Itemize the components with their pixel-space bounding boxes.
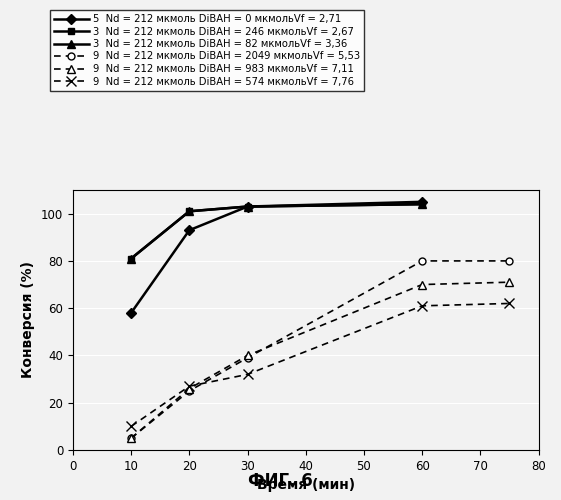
Line: 3  Nd = 212 мкмоль DiBAH = 82 мкмольVf = 3,36: 3 Nd = 212 мкмоль DiBAH = 82 мкмольVf = … xyxy=(127,200,426,262)
9  Nd = 212 мкмоль DiBAH = 574 мкмольVf = 7,76 xyxy=(128,424,135,430)
Line: 9  Nd = 212 мкмоль DiBAH = 574 мкмольVf = 7,76: 9 Nd = 212 мкмоль DiBAH = 574 мкмольVf =… xyxy=(126,298,514,431)
Y-axis label: Конверсия (%): Конверсия (%) xyxy=(21,262,35,378)
Text: ФИГ. 6: ФИГ. 6 xyxy=(248,472,313,490)
9  Nd = 212 мкмоль DiBAH = 2049 мкмольVf = 5,53 xyxy=(186,388,193,394)
9  Nd = 212 мкмоль DiBAH = 574 мкмольVf = 7,76 xyxy=(419,303,425,309)
9  Nd = 212 мкмоль DiBAH = 983 мкмольVf = 7,11 xyxy=(128,435,135,441)
9  Nd = 212 мкмоль DiBAH = 2049 мкмольVf = 5,53 xyxy=(244,355,251,361)
5  Nd = 212 мкмоль DiBAH = 0 мкмольVf = 2,71 xyxy=(128,310,135,316)
3  Nd = 212 мкмоль DiBAH = 82 мкмольVf = 3,36 xyxy=(419,201,425,207)
9  Nd = 212 мкмоль DiBAH = 983 мкмольVf = 7,11 xyxy=(186,386,193,392)
X-axis label: Время (мин): Время (мин) xyxy=(257,478,355,492)
Legend: 5  Nd = 212 мкмоль DiBAH = 0 мкмольVf = 2,71, 3  Nd = 212 мкмоль DiBAH = 246 мкм: 5 Nd = 212 мкмоль DiBAH = 0 мкмольVf = 2… xyxy=(50,10,364,90)
3  Nd = 212 мкмоль DiBAH = 246 мкмольVf = 2,67 xyxy=(186,208,193,214)
3  Nd = 212 мкмоль DiBAH = 82 мкмольVf = 3,36 xyxy=(186,208,193,214)
9  Nd = 212 мкмоль DiBAH = 983 мкмольVf = 7,11 xyxy=(244,352,251,358)
3  Nd = 212 мкмоль DiBAH = 82 мкмольVf = 3,36 xyxy=(128,256,135,262)
3  Nd = 212 мкмоль DiBAH = 246 мкмольVf = 2,67 xyxy=(244,204,251,210)
5  Nd = 212 мкмоль DiBAH = 0 мкмольVf = 2,71 xyxy=(186,227,193,233)
Line: 3  Nd = 212 мкмоль DiBAH = 246 мкмольVf = 2,67: 3 Nd = 212 мкмоль DiBAH = 246 мкмольVf =… xyxy=(128,200,426,262)
3  Nd = 212 мкмоль DiBAH = 82 мкмольVf = 3,36 xyxy=(244,204,251,210)
Line: 9  Nd = 212 мкмоль DiBAH = 2049 мкмольVf = 5,53: 9 Nd = 212 мкмоль DiBAH = 2049 мкмольVf … xyxy=(128,258,513,442)
3  Nd = 212 мкмоль DiBAH = 246 мкмольVf = 2,67 xyxy=(419,201,425,207)
9  Nd = 212 мкмоль DiBAH = 574 мкмольVf = 7,76 xyxy=(186,383,193,389)
9  Nd = 212 мкмоль DiBAH = 983 мкмольVf = 7,11 xyxy=(419,282,425,288)
5  Nd = 212 мкмоль DiBAH = 0 мкмольVf = 2,71 xyxy=(244,204,251,210)
9  Nd = 212 мкмоль DiBAH = 574 мкмольVf = 7,76 xyxy=(244,372,251,378)
9  Nd = 212 мкмоль DiBAH = 2049 мкмольVf = 5,53 xyxy=(506,258,513,264)
9  Nd = 212 мкмоль DiBAH = 2049 мкмольVf = 5,53 xyxy=(128,435,135,441)
9  Nd = 212 мкмоль DiBAH = 574 мкмольVf = 7,76 xyxy=(506,300,513,306)
9  Nd = 212 мкмоль DiBAH = 2049 мкмольVf = 5,53 xyxy=(419,258,425,264)
Line: 5  Nd = 212 мкмоль DiBAH = 0 мкмольVf = 2,71: 5 Nd = 212 мкмоль DiBAH = 0 мкмольVf = 2… xyxy=(128,198,426,316)
5  Nd = 212 мкмоль DiBAH = 0 мкмольVf = 2,71 xyxy=(419,199,425,205)
3  Nd = 212 мкмоль DiBAH = 246 мкмольVf = 2,67 xyxy=(128,256,135,262)
Line: 9  Nd = 212 мкмоль DiBAH = 983 мкмольVf = 7,11: 9 Nd = 212 мкмоль DiBAH = 983 мкмольVf =… xyxy=(127,278,514,442)
9  Nd = 212 мкмоль DiBAH = 983 мкмольVf = 7,11 xyxy=(506,279,513,285)
